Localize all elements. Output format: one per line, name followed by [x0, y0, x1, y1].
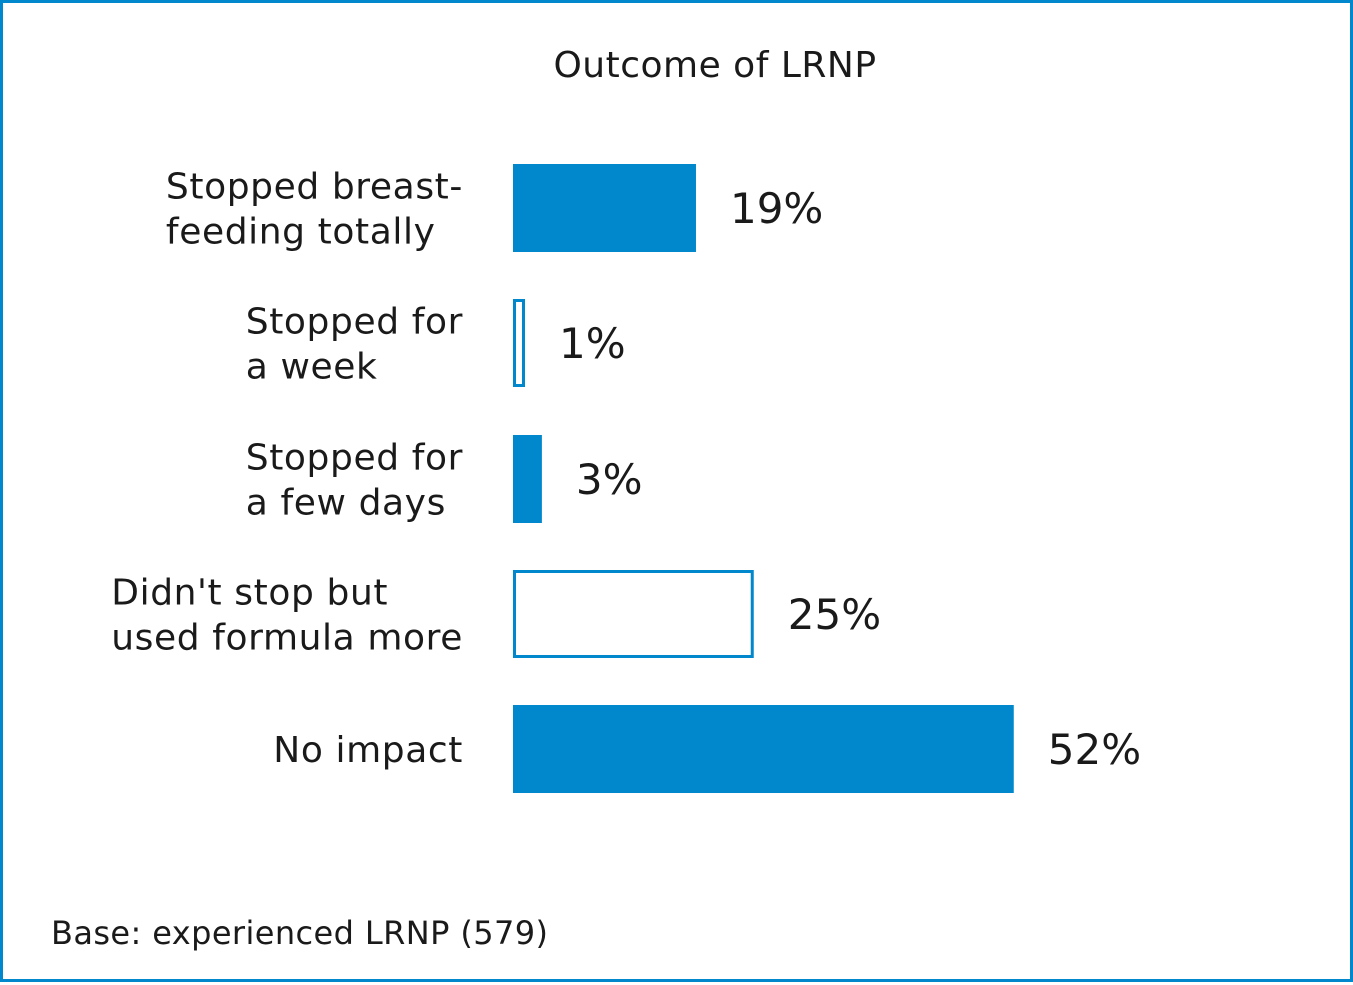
category-label-line: No impact — [273, 730, 463, 771]
category-label-5: No impact — [273, 730, 463, 771]
base-note: Base: experienced LRNP (579) — [51, 914, 548, 952]
value-label-2: 1% — [559, 319, 626, 368]
category-label-line: Stopped for — [246, 302, 463, 343]
category-label-line: Stopped for — [246, 438, 463, 479]
bar-5 — [513, 705, 1014, 793]
value-label-5: 52% — [1048, 725, 1141, 774]
bar-1 — [513, 164, 696, 252]
category-label-line: Didn't stop but — [111, 573, 388, 614]
category-label-line: used formula more — [111, 618, 463, 659]
category-label-line: a few days — [246, 483, 446, 524]
value-label-4: 25% — [788, 590, 881, 639]
bar-chart: Outcome of LRNP 19% Stopped breast-feedin… — [51, 45, 1141, 952]
category-label-line: feeding totally — [166, 212, 436, 253]
chart-title: Outcome of LRNP — [553, 45, 876, 86]
category-label-1: Stopped breast-feeding totally — [166, 167, 463, 253]
value-label-3: 3% — [576, 455, 643, 504]
bars-layer: 19% Stopped breast-feeding totally 1% Stopp… — [111, 164, 1141, 793]
bar-2 — [513, 299, 525, 387]
value-label-1: 19% — [730, 184, 823, 233]
bar-3 — [513, 435, 542, 523]
category-label-line: Stopped breast- — [166, 167, 463, 208]
bar-4 — [513, 570, 754, 658]
category-label-line: a week — [246, 347, 378, 388]
